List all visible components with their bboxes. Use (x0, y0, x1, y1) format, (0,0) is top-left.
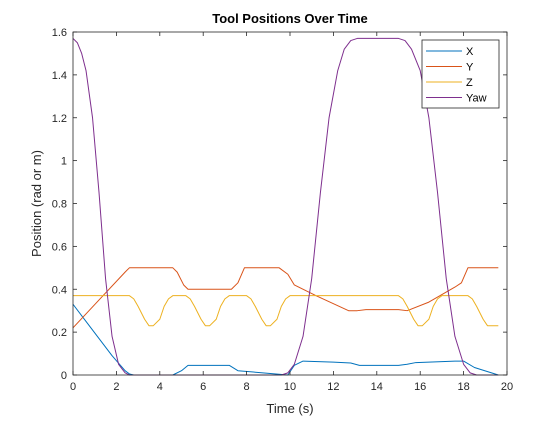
y-tick-label: 1.6 (52, 27, 67, 39)
x-tick-label: 8 (244, 381, 250, 393)
y-tick-label: 0.6 (52, 241, 67, 253)
y-tick-label: 1.4 (52, 70, 67, 82)
legend-label-x: X (466, 46, 474, 58)
x-tick-label: 0 (70, 381, 76, 393)
y-tick-label: 0.8 (52, 199, 67, 211)
y-axis-ticks: 0 0.2 0.4 0.6 0.8 1 1.2 1.4 1.6 (52, 27, 507, 382)
x-axis-label: Time (s) (266, 401, 313, 416)
series-line-yaw (72, 37, 499, 376)
legend-label-y: Y (466, 62, 474, 74)
x-tick-label: 16 (414, 381, 426, 393)
chart-title: Tool Positions Over Time (212, 11, 368, 26)
x-tick-label: 4 (157, 381, 163, 393)
x-tick-label: 10 (284, 381, 296, 393)
y-tick-label: 0.2 (52, 327, 67, 339)
y-tick-label: 0 (61, 370, 67, 382)
x-tick-label: 2 (113, 381, 119, 393)
y-tick-label: 1.2 (52, 113, 67, 125)
y-tick-label: 0.4 (52, 284, 67, 296)
series-line-x (72, 303, 499, 376)
legend-label-z: Z (466, 77, 473, 89)
x-tick-label: 18 (457, 381, 469, 393)
series-lines (72, 37, 499, 376)
x-tick-label: 14 (371, 381, 383, 393)
legend[interactable]: XYZ Yaw (421, 39, 500, 109)
series-line-y (72, 267, 499, 329)
x-tick-label: 20 (501, 381, 513, 393)
x-tick-label: 12 (327, 381, 339, 393)
series-line-z (73, 295, 499, 327)
x-tick-label: 6 (200, 381, 206, 393)
y-axis-label: Position (rad or m) (29, 150, 44, 257)
x-axis-ticks: 0 2 4 6 8 10 12 14 16 18 20 (70, 32, 513, 393)
y-tick-label: 1 (61, 156, 67, 168)
legend-label-yaw: Yaw (466, 93, 487, 105)
